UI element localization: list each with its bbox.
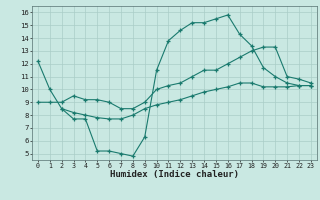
X-axis label: Humidex (Indice chaleur): Humidex (Indice chaleur) — [110, 170, 239, 179]
